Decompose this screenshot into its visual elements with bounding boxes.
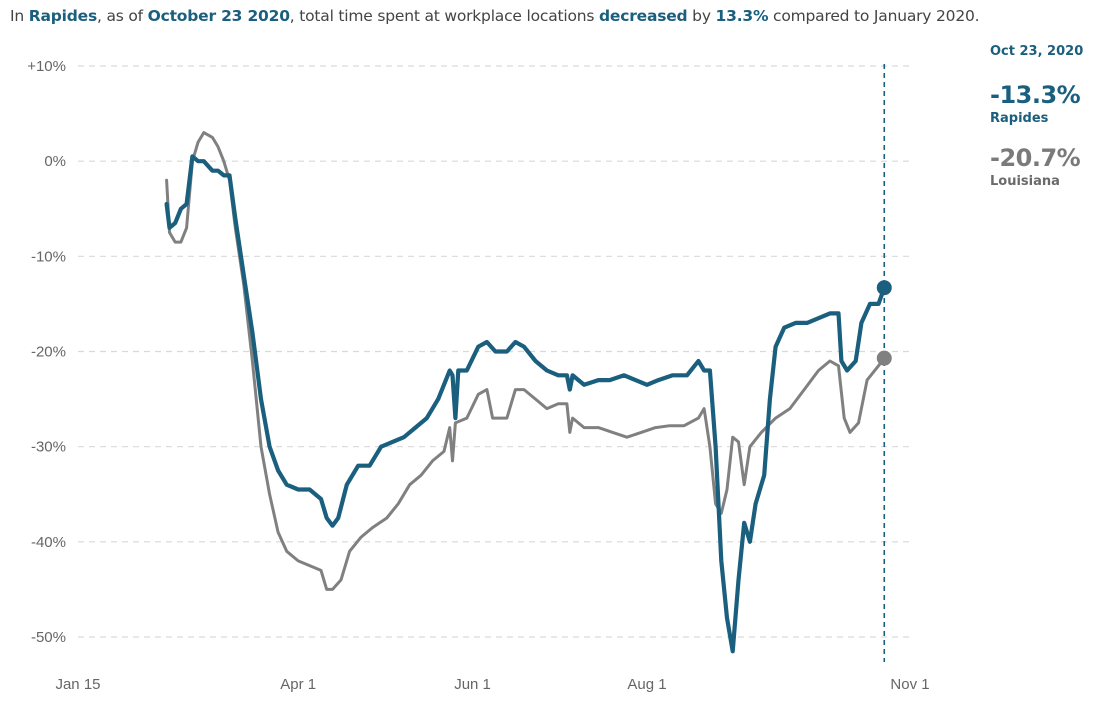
y-tick-label: -20% bbox=[31, 344, 66, 361]
legend-date: Oct 23, 2020 bbox=[990, 44, 1084, 59]
legend: Oct 23, 2020 -13.3% Rapides -20.7% Louis… bbox=[990, 44, 1100, 189]
endpoint-dot-rapides bbox=[876, 280, 892, 296]
headline-date: October 23 2020 bbox=[147, 7, 290, 25]
endpoint-dot-louisiana bbox=[876, 350, 892, 366]
series-line-louisiana bbox=[165, 131, 886, 591]
legend-rapides-name: Rapides bbox=[990, 111, 1049, 126]
headline-direction: decreased bbox=[599, 7, 688, 25]
y-tick-label: -30% bbox=[31, 439, 66, 456]
headline-text: compared to January 2020. bbox=[768, 7, 980, 25]
y-tick-label: -40% bbox=[31, 534, 66, 551]
y-tick-label: -50% bbox=[31, 629, 66, 646]
chart-headline: In Rapides, as of October 23 2020, total… bbox=[10, 7, 1100, 25]
y-tick-label: -10% bbox=[31, 248, 66, 265]
headline-place: Rapides bbox=[28, 7, 97, 25]
y-tick-label: 0% bbox=[44, 153, 66, 170]
x-tick-label: Apr 1 bbox=[280, 676, 316, 693]
x-tick-label: Nov 1 bbox=[890, 676, 929, 693]
legend-louisiana-name: Louisiana bbox=[990, 174, 1060, 189]
headline-text: , as of bbox=[96, 7, 148, 25]
legend-rapides-value: -13.3% bbox=[990, 81, 1081, 109]
headline-text: by bbox=[687, 7, 716, 25]
headline-text: , total time spent at workplace location… bbox=[289, 7, 599, 25]
x-tick-label: Aug 1 bbox=[627, 676, 666, 693]
x-tick-label: Jan 15 bbox=[55, 676, 100, 693]
headline-text: In bbox=[10, 7, 29, 25]
x-tick-label: Jun 1 bbox=[454, 676, 491, 693]
headline-amount: 13.3% bbox=[715, 7, 769, 25]
series-line-rapides bbox=[164, 154, 887, 654]
y-tick-label: +10% bbox=[27, 58, 66, 75]
legend-louisiana-value: -20.7% bbox=[990, 144, 1081, 172]
